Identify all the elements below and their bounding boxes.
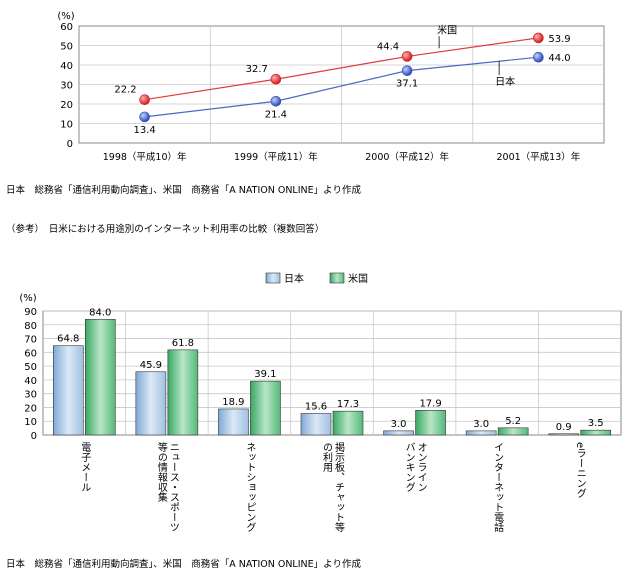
bar-category-label: バンキング bbox=[403, 442, 415, 492]
us-bar bbox=[84, 318, 116, 436]
jp-point bbox=[533, 51, 544, 63]
bar-y-tick-label: 0 bbox=[31, 431, 37, 442]
us-series-name: 米国 bbox=[437, 23, 457, 36]
legend-label-jp: 日本 bbox=[284, 272, 304, 285]
us-value-label: 22.2 bbox=[114, 85, 136, 96]
line-y-tick-label: 10 bbox=[60, 120, 73, 131]
jp-bar bbox=[52, 345, 84, 436]
bar-chart-source: 日本 総務省「通信利用動向調査」、米国 商務省「A NATION ONLINE」… bbox=[6, 559, 361, 570]
line-y-tick-label: 40 bbox=[60, 61, 73, 72]
us-bar-value-label: 61.8 bbox=[172, 338, 194, 349]
bar-category-label: 等の情報収集 bbox=[155, 441, 167, 503]
legend-swatch-jp bbox=[265, 272, 281, 284]
line-y-tick-label: 50 bbox=[60, 42, 73, 53]
jp-bar-value-label: 0.9 bbox=[556, 422, 572, 433]
bar-y-tick-label: 40 bbox=[24, 376, 37, 387]
us-point bbox=[270, 73, 282, 85]
bar-category-label: eラーニング bbox=[574, 442, 586, 498]
us-bar-value-label: 84.0 bbox=[89, 307, 111, 318]
line-y-tick-label: 60 bbox=[60, 22, 73, 33]
us-point bbox=[533, 32, 544, 44]
us-bar bbox=[167, 349, 199, 436]
bar-category-label: 電子メール bbox=[79, 442, 91, 492]
jp-value-label: 37.1 bbox=[396, 79, 418, 90]
bar-y-tick-label: 50 bbox=[24, 362, 37, 373]
jp-value-label: 13.4 bbox=[133, 125, 155, 136]
line-x-tick-label: 2000（平成12）年 bbox=[365, 151, 449, 163]
us-bar bbox=[332, 410, 364, 436]
line-x-tick-label: 2001（平成13）年 bbox=[496, 151, 580, 163]
jp-point bbox=[270, 95, 282, 107]
bar-y-tick-label: 30 bbox=[24, 390, 37, 401]
us-bar-value-label: 17.3 bbox=[337, 399, 359, 410]
bar-chart-heading: （参考） 日米における用途別のインターネット利用率の比較（複数回答） bbox=[6, 224, 325, 235]
jp-point bbox=[401, 65, 413, 76]
jp-bar-value-label: 18.9 bbox=[222, 397, 244, 408]
us-bar bbox=[250, 380, 281, 436]
jp-bar bbox=[465, 430, 497, 436]
legend-label-us: 米国 bbox=[348, 272, 368, 285]
bar-category-label: インターネット電話 bbox=[492, 442, 504, 533]
jp-bar bbox=[548, 433, 580, 436]
us-bar-value-label: 5.2 bbox=[505, 416, 521, 427]
bar-category-label: ネットショッピング bbox=[244, 442, 256, 532]
bar-category-label: オンライン bbox=[415, 442, 427, 492]
jp-value-label: 21.4 bbox=[265, 109, 287, 120]
bar-category-label: ニュース・スポーツ bbox=[167, 442, 179, 532]
us-bar-value-label: 17.9 bbox=[419, 398, 441, 409]
bar-y-tick-label: 90 bbox=[24, 307, 37, 318]
jp-bar bbox=[300, 413, 332, 436]
bar-y-tick-label: 70 bbox=[24, 335, 37, 346]
jp-bar-value-label: 64.8 bbox=[57, 334, 79, 345]
bar-y-tick-label: 20 bbox=[24, 403, 37, 414]
line-y-tick-label: 20 bbox=[60, 100, 73, 111]
bar-y-tick-label: 10 bbox=[24, 417, 37, 428]
jp-series-line bbox=[144, 56, 539, 118]
bar-y-unit: (%) bbox=[19, 293, 36, 304]
jp-bar bbox=[383, 430, 414, 436]
line-x-tick-label: 1999（平成11）年 bbox=[234, 151, 318, 163]
legend-swatch-us bbox=[329, 272, 345, 284]
us-point bbox=[401, 51, 413, 62]
jp-bar bbox=[218, 408, 249, 436]
bar-plot-frame bbox=[42, 310, 622, 436]
bar-y-tick-label: 80 bbox=[24, 321, 37, 332]
jp-series-name: 日本 bbox=[495, 75, 515, 88]
us-value-label: 44.4 bbox=[377, 41, 399, 52]
jp-value-label: 44.0 bbox=[548, 53, 570, 64]
us-bar-value-label: 39.1 bbox=[254, 369, 276, 380]
jp-bar-value-label: 3.0 bbox=[473, 419, 489, 430]
us-value-label: 53.9 bbox=[548, 34, 570, 45]
line-y-tick-label: 30 bbox=[60, 81, 73, 92]
jp-bar bbox=[135, 371, 167, 436]
line-x-tick-label: 1998（平成10）年 bbox=[103, 151, 187, 163]
jp-bar-value-label: 45.9 bbox=[140, 360, 162, 371]
line-chart-source: 日本 総務省「通信利用動向調査」、米国 商務省「A NATION ONLINE」… bbox=[6, 185, 361, 196]
us-bar bbox=[497, 427, 529, 436]
jp-point bbox=[139, 111, 150, 123]
us-series-line bbox=[144, 37, 539, 101]
us-point bbox=[139, 94, 150, 106]
us-bar bbox=[580, 429, 612, 436]
bar-category-label: 掲示板、チャット等 bbox=[333, 442, 345, 532]
line-y-unit: (%) bbox=[57, 11, 74, 22]
us-bar-value-label: 3.5 bbox=[588, 418, 604, 429]
us-value-label: 32.7 bbox=[246, 64, 268, 75]
jp-bar-value-label: 15.6 bbox=[305, 402, 327, 413]
line-y-tick-label: 0 bbox=[67, 139, 73, 150]
jp-bar-value-label: 3.0 bbox=[391, 419, 407, 430]
us-bar bbox=[415, 410, 446, 436]
bar-category-label: の利用 bbox=[321, 442, 333, 473]
bar-y-tick-label: 60 bbox=[24, 348, 37, 359]
